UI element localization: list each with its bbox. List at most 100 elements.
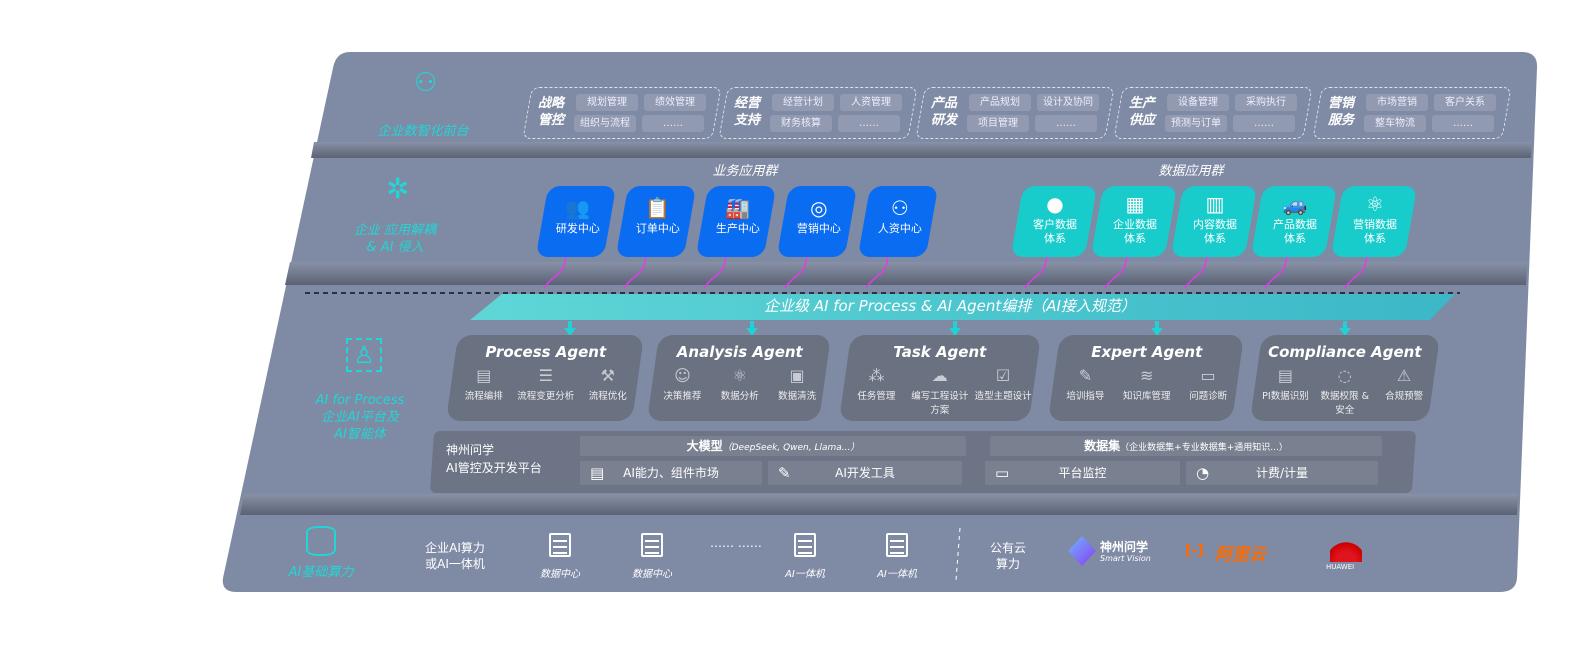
agent-card[interactable]: Compliance Agent ▤ PI数据识别 ◌ 数据权限 & 安全 ⚠ 合规预警 <box>1249 335 1441 421</box>
front-group: 战略 管控 规划管理 绩效管理 组织与流程 …… <box>522 87 722 139</box>
checklist-icon: ☑ <box>995 366 1011 385</box>
front-item-chip[interactable]: …… <box>1432 115 1494 132</box>
agent-capability[interactable]: ⚛ 数据分析 <box>711 366 768 402</box>
tool-label: 计费/计量 <box>1255 466 1309 480</box>
down-arrow-icon <box>746 321 758 336</box>
agent-card[interactable]: Expert Agent ✎ 培训指导 ≋ 知识库管理 ▭ 问题诊断 <box>1047 335 1245 421</box>
divider <box>955 527 961 581</box>
agent-capability[interactable]: ▣ 数据清洗 <box>769 366 826 402</box>
agent-card[interactable]: Process Agent ▤ 流程编排 ☰ 流程变更分析 ⚒ 流程优化 <box>445 335 645 421</box>
front-item-chip[interactable]: 产品规划 <box>969 94 1031 111</box>
agent-capability[interactable]: ⚠ 合规预警 <box>1375 366 1434 416</box>
front-item-chip[interactable]: 设计及协同 <box>1037 94 1099 111</box>
front-item-chip[interactable]: 预测与订单 <box>1165 115 1227 132</box>
agent-card[interactable]: Analysis Agent ☺ 决策推荐 ⚛ 数据分析 ▣ 数据清洗 <box>646 335 832 421</box>
agent-capability[interactable]: ⚒ 流程优化 <box>577 366 638 402</box>
huawei-logo-icon <box>1330 534 1362 562</box>
platform-tool[interactable]: ✎ AI开发工具 <box>768 461 962 485</box>
front-item-chip[interactable]: …… <box>838 115 900 132</box>
title-line: 产品 <box>931 96 958 111</box>
business-app-card[interactable]: 📋 订单中心 <box>615 186 697 257</box>
front-group: 生产 供应 设备管理 采购执行 预测与订单 …… <box>1113 87 1313 139</box>
chart-icon: ▤ <box>476 366 492 385</box>
server-slot <box>890 546 904 548</box>
network-icon: ⁂ <box>868 366 885 385</box>
data-app-card[interactable]: 🚙 产品数据 体系 <box>1250 186 1338 257</box>
agent-capability[interactable]: ◌ 数据权限 & 安全 <box>1315 366 1374 416</box>
dataset-header: 数据集（企业数据集+专业数据集+通用知识...） <box>990 436 1382 456</box>
layer-divider <box>285 262 1527 285</box>
data-app-card[interactable]: ▦ 企业数据 体系 <box>1090 186 1178 257</box>
card-label: 体系 <box>1203 232 1226 245</box>
front-item-chip[interactable]: …… <box>1035 115 1097 132</box>
card-label: 客户数据 <box>1032 218 1077 231</box>
platform-tool[interactable]: ◔ 计费/计量 <box>1186 461 1378 485</box>
server-icon <box>886 533 908 557</box>
title-line: 服务 <box>1328 113 1355 128</box>
front-item-chip[interactable]: 采购执行 <box>1235 94 1297 111</box>
front-item-chip[interactable]: 客户关系 <box>1434 94 1496 111</box>
server-label: AI一体机 <box>877 569 917 580</box>
card-label: 企业数据 <box>1112 218 1157 231</box>
agent-capabilities: ☺ 决策推荐 ⚛ 数据分析 ▣ 数据清洗 <box>654 366 826 402</box>
tool-label: 平台监控 <box>1058 466 1107 480</box>
data-app-card[interactable]: ● 客户数据 体系 <box>1010 186 1098 257</box>
doc-icon: ▣ <box>789 366 805 385</box>
agent-capability[interactable]: ☁ 编写工程设计方案 <box>908 366 971 416</box>
front-item-chip[interactable]: 规划管理 <box>576 94 638 111</box>
business-app-card[interactable]: ⚇ 人资中心 <box>857 186 939 257</box>
server-slot <box>645 540 659 542</box>
front-item-chip[interactable]: 整车物流 <box>1364 115 1426 132</box>
agent-inner: Expert Agent ✎ 培训指导 ≋ 知识库管理 ▭ 问题诊断 <box>1055 343 1239 402</box>
books-icon: ▥ <box>1205 192 1225 216</box>
public-cloud-label: 公有云 算力 <box>989 541 1026 571</box>
agent-capability[interactable]: ☺ 决策推荐 <box>654 366 711 402</box>
title-line: 研发 <box>931 113 958 128</box>
platform-tool[interactable]: ▤ AI能力、组件市场 <box>580 461 762 485</box>
server-slot <box>798 546 812 548</box>
front-item-chip[interactable]: 市场营销 <box>1366 94 1428 111</box>
tools-icon: ⚒ <box>600 366 615 385</box>
vendor-huawei: HUAWEI <box>1326 563 1355 571</box>
agent-inner: Task Agent ⁂ 任务管理 ☁ 编写工程设计方案 ☑ 造型主题设计 <box>845 343 1035 416</box>
front-item-chip[interactable]: …… <box>1233 115 1295 132</box>
business-app-card[interactable]: 👥 研发中心 <box>535 186 617 257</box>
front-item-chip[interactable]: 设备管理 <box>1167 94 1229 111</box>
layers-icon: ≋ <box>1140 366 1154 385</box>
business-app-card[interactable]: 🏭 生产中心 <box>695 186 777 257</box>
front-group-title: 战略 管控 <box>538 95 570 129</box>
front-item-chip[interactable]: …… <box>642 115 704 132</box>
agent-capability[interactable]: ✎ 培训指导 <box>1055 366 1116 402</box>
card-inner: 👥 研发中心 <box>544 186 612 236</box>
business-app-card[interactable]: ◎ 营销中心 <box>776 186 858 257</box>
capability-label: PI数据识别 <box>1262 391 1309 402</box>
front-item-chip[interactable]: 人资管理 <box>840 94 902 111</box>
card-inner: ● 客户数据 体系 <box>1018 186 1092 246</box>
front-item-chip[interactable]: 财务核算 <box>770 115 832 132</box>
data-app-card[interactable]: ⚛ 营销数据 体系 <box>1330 186 1418 257</box>
title-line: 生产 <box>1129 96 1156 111</box>
agent-capability[interactable]: ☑ 造型主题设计 <box>972 366 1035 416</box>
shield-icon: ◌ <box>1337 366 1352 385</box>
agent-card[interactable]: Task Agent ⁂ 任务管理 ☁ 编写工程设计方案 ☑ 造型主题设计 <box>838 335 1042 421</box>
agent-title: Process Agent <box>485 343 607 361</box>
wand-icon: ✎ <box>1078 366 1093 385</box>
capability-label: 数据分析 <box>720 391 759 402</box>
front-item-chip[interactable]: 经营计划 <box>772 94 834 111</box>
front-item-chip[interactable]: 组织与流程 <box>574 115 636 132</box>
agent-capability[interactable]: ▭ 问题诊断 <box>1178 366 1239 402</box>
front-item-chip[interactable]: 项目管理 <box>967 115 1029 132</box>
head-icon: ☺ <box>674 366 691 385</box>
agent-capability[interactable]: ▤ 流程编排 <box>453 366 514 402</box>
platform-tool[interactable]: ▭ 平台监控 <box>985 461 1180 485</box>
card-label: 营销数据 <box>1352 218 1397 231</box>
agent-capability[interactable]: ▤ PI数据识别 <box>1256 366 1315 416</box>
front-item-chip[interactable]: 绩效管理 <box>644 94 706 111</box>
capability-label: 流程变更分析 <box>517 391 575 402</box>
agent-capability[interactable]: ≋ 知识库管理 <box>1116 366 1177 402</box>
card-label: 营销中心 <box>796 222 841 235</box>
card-label: 研发中心 <box>555 222 600 235</box>
agent-capability[interactable]: ⁂ 任务管理 <box>845 366 908 416</box>
agent-capability[interactable]: ☰ 流程变更分析 <box>515 366 576 402</box>
data-app-card[interactable]: ▥ 内容数据 体系 <box>1170 186 1258 257</box>
